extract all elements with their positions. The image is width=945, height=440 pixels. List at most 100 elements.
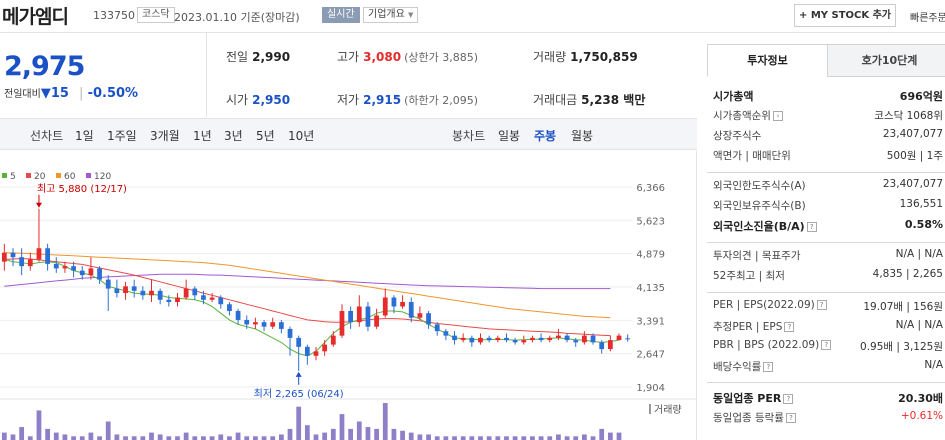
candle-body: [27, 259, 33, 267]
legend-label: 5: [10, 172, 16, 182]
candle-body: [417, 313, 423, 318]
amount-value: 5,238 백만: [581, 93, 646, 107]
volume-bar: [348, 428, 354, 440]
open-value: 2,950: [252, 93, 291, 107]
period-10y[interactable]: 10년: [288, 129, 315, 143]
price-chart[interactable]: 6,366 5,623 4,879 4,135 3,391 2,647 1,904 5 20 60…: [0, 151, 697, 440]
volume-bar: [495, 436, 501, 440]
candle-body: [1, 252, 7, 262]
change-value: 15: [50, 86, 69, 101]
period-1w[interactable]: 1주일: [107, 129, 137, 143]
candle-body: [313, 351, 319, 356]
candle-body: [452, 335, 457, 341]
help-icon[interactable]: ?: [763, 362, 774, 372]
help-icon[interactable]: ?: [784, 322, 795, 332]
volume-bar: [27, 436, 33, 440]
volume-bar: [123, 436, 128, 440]
ma5-line: [4, 258, 620, 357]
prev-close-label: 전일: [226, 50, 249, 64]
section-divider: [707, 242, 945, 243]
candle-daily[interactable]: 일봉: [498, 129, 521, 143]
info-label: PBR | BPS (2022.09): [713, 339, 820, 351]
volume-bar: [10, 434, 16, 440]
tab-orderbook[interactable]: 호가10단계: [827, 44, 945, 77]
high-arrowhead-icon: [35, 202, 42, 208]
volume-bar: [417, 434, 423, 440]
volume-bar: [607, 432, 613, 440]
candle-body: [244, 319, 250, 325]
info-value: 코스닥 1068위: [874, 110, 943, 122]
quick-order-link[interactable]: 빠른주문: [910, 13, 945, 24]
volume-bar: [599, 428, 605, 440]
info-value: 20.30배: [898, 392, 943, 405]
volume-bar: [19, 427, 25, 440]
volume-bar: [227, 436, 232, 440]
volume-bar: [426, 434, 431, 440]
candle-body: [443, 331, 449, 336]
candle-body: [374, 315, 379, 327]
info-label: 액면가 | 매매단위: [713, 150, 791, 162]
volume-bar: [538, 436, 544, 440]
candle-body: [616, 335, 622, 341]
info-value: 500원 | 1주: [886, 150, 943, 162]
tab-invest-info[interactable]: 투자정보: [707, 44, 828, 77]
candle-body: [512, 340, 518, 343]
period-3y[interactable]: 3년: [224, 129, 243, 143]
candle-body: [201, 295, 206, 300]
lower-limit: (하한가 2,095): [404, 94, 478, 107]
candle-body: [227, 304, 232, 311]
add-mystock-button[interactable]: + MY STOCK 추가: [794, 4, 896, 27]
info-value: N/A | N/A: [895, 319, 943, 331]
help-icon[interactable]: ?: [821, 340, 832, 350]
volume-bar: [36, 410, 42, 440]
candle-body: [71, 266, 76, 271]
info-value: 23,407,077: [882, 128, 943, 140]
help-icon[interactable]: ?: [806, 222, 817, 232]
volume-bar: [149, 432, 154, 440]
candle-body: [175, 297, 180, 303]
info-value: +0.61%: [900, 410, 943, 422]
volume-bar: [88, 432, 94, 440]
help-icon[interactable]: ›: [772, 111, 783, 121]
volume-label: 거래량: [654, 404, 682, 416]
current-price: 2,975: [4, 51, 85, 82]
help-icon[interactable]: ?: [785, 413, 796, 423]
candle-monthly[interactable]: 월봉: [571, 129, 594, 143]
info-label: 시가총액순위: [713, 110, 771, 122]
candle-body: [105, 279, 111, 289]
period-1d[interactable]: 1일: [75, 129, 94, 143]
candle-body: [547, 337, 553, 341]
quote-grid: 전일 2,990 고가 3,080 (상한가 3,885) 거래량 1,750,859 …: [208, 33, 697, 117]
company-overview-dropdown[interactable]: 기업개요 ▼: [363, 7, 419, 23]
low-price: 저가 2,915 (하한가 2,095): [337, 91, 478, 108]
info-row: 외국인보유주식수(B) 136,551: [713, 198, 943, 216]
chart-svg: 6,366 5,623 4,879 4,135 3,391 2,647 1,904 5 20 60…: [0, 172, 697, 440]
volume-bar: [261, 436, 267, 440]
candle-body: [426, 313, 431, 325]
candle-body: [573, 340, 579, 343]
period-3m[interactable]: 3개월: [150, 129, 180, 143]
candle-weekly[interactable]: 주봉: [534, 129, 557, 143]
period-1y[interactable]: 1년: [193, 129, 212, 143]
info-row: 52주최고 | 최저 4,835 | 2,265: [713, 268, 943, 286]
volume-bar: [616, 432, 622, 440]
help-icon[interactable]: ?: [783, 394, 794, 404]
low-label: 저가: [337, 93, 360, 107]
help-icon[interactable]: ?: [816, 300, 827, 310]
candle-body: [521, 340, 527, 343]
info-row: 배당수익률? N/A: [713, 359, 943, 377]
info-value: N/A: [924, 359, 943, 371]
volume-bar: [253, 436, 258, 440]
period-5y[interactable]: 5년: [256, 129, 275, 143]
info-label: 외국인소진율(B/A): [713, 220, 805, 233]
candle-body: [365, 306, 371, 327]
realtime-badge[interactable]: 실시간: [322, 7, 360, 23]
ma60-line: [4, 252, 611, 319]
candle-body: [123, 286, 128, 294]
candle-body: [625, 338, 631, 340]
company-overview-label: 기업개요: [368, 9, 405, 20]
candle-body: [10, 252, 16, 258]
candle-body: [62, 266, 68, 269]
info-row: 시가총액 696억원: [713, 88, 943, 106]
volume-bar: [183, 432, 189, 440]
